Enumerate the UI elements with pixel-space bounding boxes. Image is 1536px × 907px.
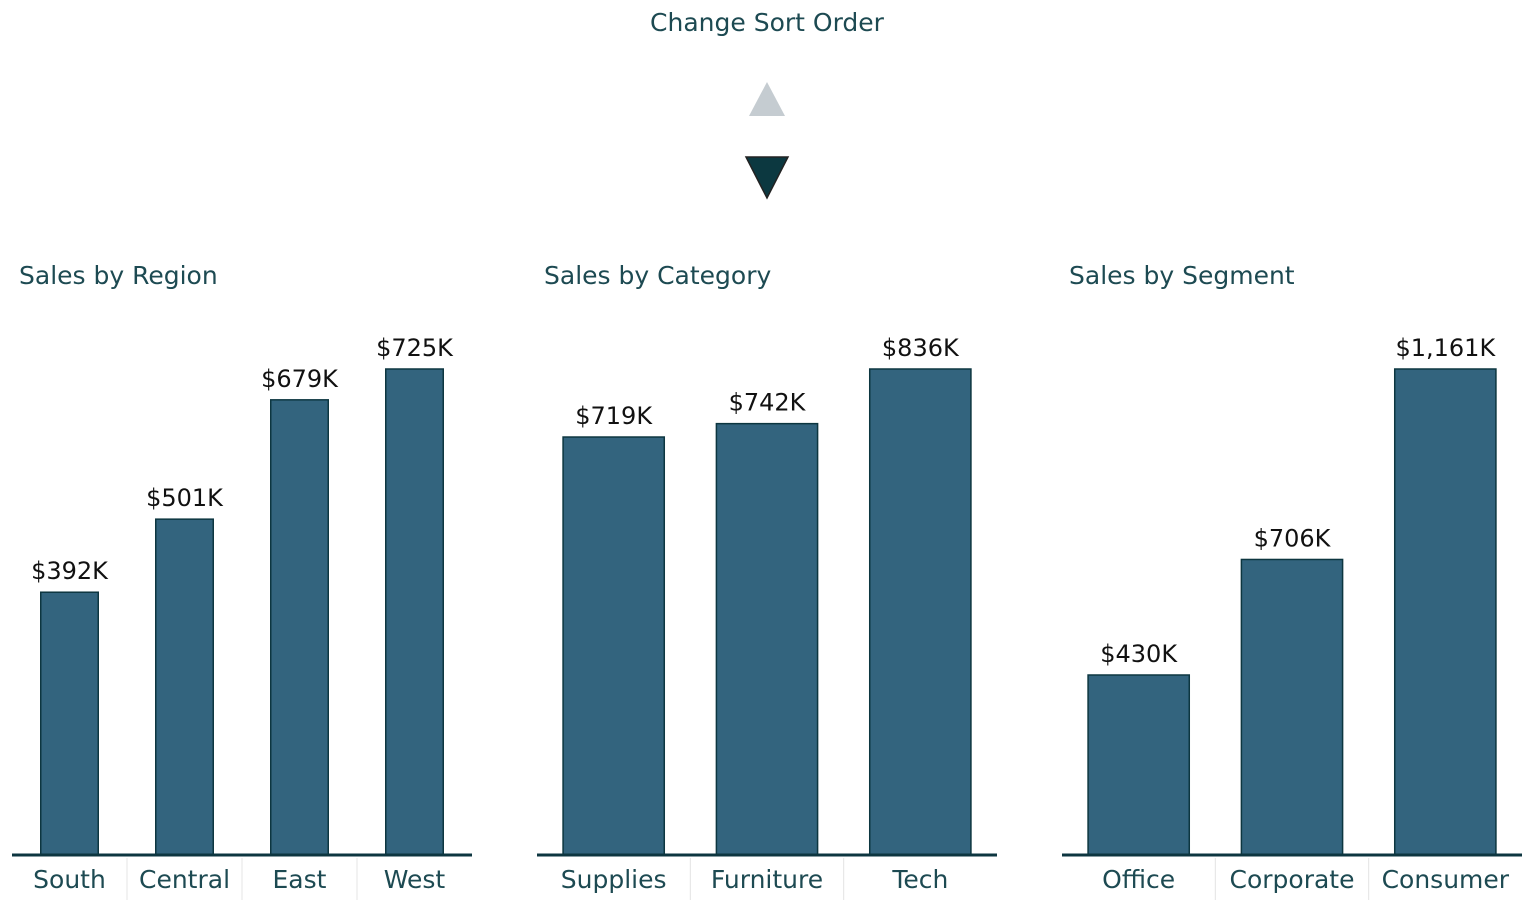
- x-tick-label: Consumer: [1382, 865, 1510, 894]
- value-label: $1,161K: [1395, 334, 1496, 362]
- bar: [562, 436, 666, 856]
- value-label: $836K: [882, 334, 960, 362]
- value-label: $430K: [1100, 640, 1178, 668]
- value-label: $742K: [729, 389, 807, 417]
- chart-title: Sales by Segment: [1069, 261, 1295, 290]
- x-tick-label: Furniture: [711, 865, 823, 894]
- x-tick-label: South: [33, 865, 106, 894]
- bar: [155, 518, 214, 856]
- value-label: $706K: [1254, 524, 1332, 552]
- chart-title: Sales by Category: [544, 261, 772, 290]
- x-tick-label: Supplies: [561, 865, 667, 894]
- x-tick-label: Tech: [891, 865, 948, 894]
- sort-ascending[interactable]: [749, 82, 785, 116]
- bar: [270, 399, 329, 856]
- value-label: $392K: [31, 557, 109, 585]
- value-label: $679K: [261, 365, 339, 393]
- value-label: $501K: [146, 484, 224, 512]
- chart-title: Sales by Region: [19, 261, 218, 290]
- bar: [868, 368, 972, 856]
- bar: [1240, 558, 1344, 856]
- x-tick-label: Corporate: [1230, 865, 1355, 894]
- x-tick-label: East: [273, 865, 327, 894]
- sort-label: Change Sort Order: [650, 8, 885, 37]
- x-tick-label: Central: [139, 865, 230, 894]
- value-label: $725K: [376, 334, 454, 362]
- x-tick-label: Office: [1102, 865, 1175, 894]
- value-label: $719K: [575, 402, 653, 430]
- bar: [1087, 674, 1191, 856]
- bar: [40, 591, 99, 856]
- bar: [715, 422, 819, 856]
- bar: [385, 368, 444, 856]
- bar: [1393, 368, 1497, 856]
- x-tick-label: West: [384, 865, 446, 894]
- sort-descending[interactable]: [744, 156, 790, 200]
